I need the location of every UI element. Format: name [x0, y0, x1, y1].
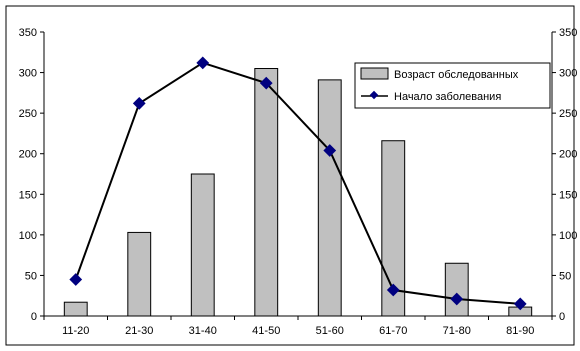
y-tick-label-right: 200 [559, 149, 577, 161]
line-point [196, 56, 210, 70]
bar [63, 301, 88, 317]
legend-swatch-bar [360, 67, 389, 80]
line-point [259, 76, 273, 90]
x-tick-label: 11-20 [62, 325, 89, 337]
chart-frame [5, 5, 575, 346]
line-point [450, 292, 464, 306]
series-line [74, 61, 521, 305]
bar [444, 262, 469, 317]
y-tick-label-right: 150 [559, 189, 577, 201]
y-tick-label-left: 200 [19, 149, 37, 161]
tick-labels: 0 0 50 50 100 100 150 150 200 200 250 250 300 300 350 3… [19, 27, 578, 337]
bar-series [63, 68, 533, 317]
legend: Возраст обследованных Начало заболевания [354, 62, 551, 109]
y-tick-label-right: 100 [559, 230, 577, 242]
y-tick-label-left: 50 [25, 270, 37, 282]
bar [317, 79, 342, 317]
y-tick-label-right: 250 [559, 108, 577, 120]
y-tick-label-left: 250 [19, 108, 37, 120]
y-tick-label-left: 150 [19, 189, 37, 201]
x-tick-label: 61-70 [379, 325, 407, 337]
legend-label-bar: Возраст обследованных [394, 69, 519, 81]
y-tick-label-right: 50 [559, 270, 571, 282]
bar [381, 140, 406, 317]
y-tick-label-left: 0 [31, 311, 37, 323]
y-tick-label-left: 100 [19, 230, 37, 242]
line-point [132, 97, 146, 110]
y-tick-label-left: 300 [19, 68, 37, 80]
x-tick-label: 41-50 [252, 325, 280, 337]
line-point [323, 144, 337, 157]
legend-swatch-marker [369, 90, 379, 100]
x-tick-label: 51-60 [316, 325, 344, 337]
y-tick-label-right: 350 [559, 27, 577, 39]
x-tick-label: 31-40 [189, 325, 217, 337]
line-point [386, 283, 400, 297]
bar [127, 231, 152, 317]
bar [190, 173, 215, 317]
x-tick-label: 71-80 [443, 325, 471, 337]
y-tick-label-right: 300 [559, 68, 577, 80]
y-tick-label-right: 0 [559, 311, 565, 323]
line-point [69, 273, 83, 286]
legend-label-line: Начало заболевания [394, 91, 501, 103]
y-tick-label-left: 350 [19, 27, 37, 39]
bar [254, 68, 279, 317]
x-tick-label: 21-30 [125, 325, 153, 337]
x-tick-label: 81-90 [506, 325, 534, 337]
